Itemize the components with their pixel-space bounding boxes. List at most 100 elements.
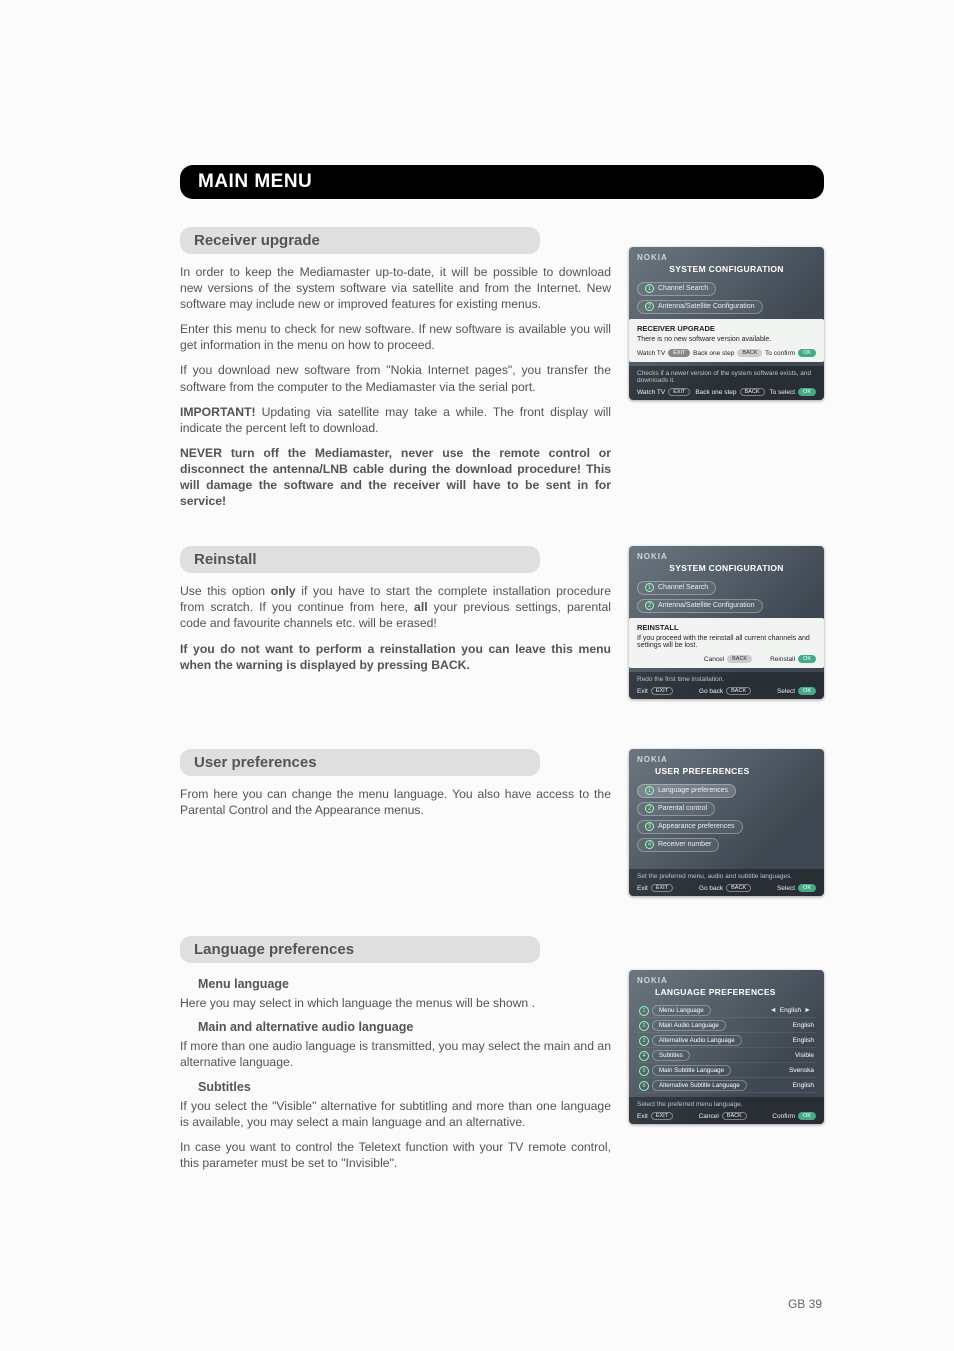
tv-menu-item-2b[interactable]: 2Antenna/Satellite Configuration xyxy=(637,599,763,613)
tv-btn-confirm[interactable]: To confirm OK xyxy=(765,349,816,357)
tv-foot-watch[interactable]: Watch TV EXIT xyxy=(637,388,690,396)
page-number: GB 39 xyxy=(788,1297,822,1311)
tv-title-sysconfig2: SYSTEM CONFIGURATION xyxy=(637,563,816,573)
col-left-reinstall: Reinstall Use this option only if you ha… xyxy=(180,546,611,681)
receiver-p4: IMPORTANT! Updating via satellite may ta… xyxy=(180,404,611,436)
arrow-right-icon[interactable]: ► xyxy=(801,1007,814,1014)
back-chip-icon: BACK xyxy=(740,388,765,396)
lang-row-4[interactable]: 4Subtitles Visible xyxy=(637,1048,816,1063)
audio-p: If more than one audio language is trans… xyxy=(180,1038,611,1070)
ok-chip-icon: OK xyxy=(798,388,816,396)
tv-up-item-2[interactable]: 2Parental control xyxy=(637,802,715,816)
tv-brand: NOKIA xyxy=(637,253,816,262)
tv-foot-select[interactable]: To select OK xyxy=(769,388,816,396)
tv-brand: NOKIA xyxy=(637,755,816,764)
tv-hint-userprefs: Set the preferred menu, audio and subtit… xyxy=(629,869,824,896)
lang-row-2[interactable]: 2Main Audio Language English xyxy=(637,1018,816,1033)
row-langprefs: Language preferences Menu language Here … xyxy=(180,936,824,1180)
tv-btn-back[interactable]: Back one step BACK xyxy=(693,349,762,357)
tv-foot-cancel-l[interactable]: Cancel BACK xyxy=(699,1112,747,1120)
exit-chip-icon: EXIT xyxy=(651,1112,673,1120)
receiver-p3: If you download new software from "Nokia… xyxy=(180,362,611,394)
ok-chip-icon: OK xyxy=(798,884,816,892)
tv-userprefs-list: 1Language preferences 2Parental control … xyxy=(637,782,816,853)
tv-foot-exit[interactable]: Exit EXIT xyxy=(637,687,673,695)
receiver-warning: NEVER turn off the Mediamaster, never us… xyxy=(180,445,611,509)
tv-up-item-4[interactable]: 4Receiver number xyxy=(637,838,719,852)
sub-menu-language: Menu language xyxy=(198,977,611,991)
ok-chip-icon: OK xyxy=(798,655,816,663)
tv-panel-reinstall: REINSTALL If you proceed with the reinst… xyxy=(629,618,824,668)
tv-panel-receiver: RECEIVER UPGRADE There is no new softwar… xyxy=(629,319,824,362)
reinstall-p1: Use this option only if you have to star… xyxy=(180,583,611,631)
userprefs-p1: From here you can change the menu langua… xyxy=(180,786,611,818)
tv-hint-langprefs: Select the preferred menu language. Exit… xyxy=(629,1097,824,1124)
lang-row-3[interactable]: 3Alternative Audio Language English xyxy=(637,1033,816,1048)
exit-chip-icon: EXIT xyxy=(668,349,690,357)
page-root: MAIN MENU Receiver upgrade In order to k… xyxy=(0,0,954,1351)
subtitles-p1: If you select the "Visible" alternative … xyxy=(180,1098,611,1130)
arrow-left-icon[interactable]: ◄ xyxy=(767,1007,780,1014)
exit-chip-icon: EXIT xyxy=(651,687,673,695)
row-userprefs: User preferences From here you can chang… xyxy=(180,749,824,918)
ok-chip-icon: OK xyxy=(798,349,816,357)
tv-reinstall: NOKIA SYSTEM CONFIGURATION 1Channel Sear… xyxy=(629,546,824,699)
tv-foot-exit-u[interactable]: Exit EXIT xyxy=(637,884,673,892)
exit-chip-icon: EXIT xyxy=(651,884,673,892)
sub-audio: Main and alternative audio language xyxy=(198,1020,611,1034)
back-chip-icon: BACK xyxy=(737,349,762,357)
back-chip-icon: BACK xyxy=(722,1112,747,1120)
tv-foot-goback-u[interactable]: Go back BACK xyxy=(699,884,751,892)
exit-chip-icon: EXIT xyxy=(668,388,690,396)
tv-btn-cancel[interactable]: Cancel BACK xyxy=(704,655,752,663)
lang-row-6[interactable]: 6Alternative Subtitle Language English xyxy=(637,1078,816,1093)
tv-footer-userprefs: Exit EXIT Go back BACK Select OK xyxy=(637,884,816,892)
ok-chip-icon: OK xyxy=(798,687,816,695)
lang-row-1[interactable]: 1Menu Language ◄English► xyxy=(637,1003,816,1018)
page-title: MAIN MENU xyxy=(198,171,312,192)
tv-langprefs-table: 1Menu Language ◄English► 2Main Audio Lan… xyxy=(637,1003,816,1093)
tv-menu-item-2[interactable]: 2Antenna/Satellite Configuration xyxy=(637,300,763,314)
tv-foot-exit-l[interactable]: Exit EXIT xyxy=(637,1112,673,1120)
tv-menu-item-1b[interactable]: 1Channel Search xyxy=(637,581,716,595)
col-right-reinstall: NOKIA SYSTEM CONFIGURATION 1Channel Sear… xyxy=(629,546,824,721)
tv-panel-reinstall-msg: If you proceed with the reinstall all cu… xyxy=(637,635,816,649)
tv-foot-goback[interactable]: Go back BACK xyxy=(699,687,751,695)
tv-hint-reinstall: Redo the first time installation. Exit E… xyxy=(629,672,824,699)
tv-foot-back[interactable]: Back one step BACK xyxy=(695,388,764,396)
tv-hint-receiver: Checks if a newer version of the system … xyxy=(629,366,824,400)
back-chip-icon: BACK xyxy=(726,884,751,892)
back-chip-icon: BACK xyxy=(727,655,752,663)
tv-footer-receiver: Watch TV EXIT Back one step BACK To sele… xyxy=(637,388,816,396)
col-left-userprefs: User preferences From here you can chang… xyxy=(180,749,611,827)
tv-title-userprefs: USER PREFERENCES xyxy=(655,766,816,776)
tv-up-item-3[interactable]: 3Appearance preferences xyxy=(637,820,743,834)
tv-foot-confirm-l[interactable]: Confirm OK xyxy=(772,1112,816,1120)
tv-footer-reinstall: Exit EXIT Go back BACK Select OK xyxy=(637,687,816,695)
tv-userprefs: NOKIA USER PREFERENCES 1Language prefere… xyxy=(629,749,824,896)
tv-foot-select-u[interactable]: Select OK xyxy=(777,884,816,892)
tv-menu-item-1[interactable]: 1Channel Search xyxy=(637,282,716,296)
lang-row-5[interactable]: 5Main Subtitle Language Svenska xyxy=(637,1063,816,1078)
tv-title-langprefs: LANGUAGE PREFERENCES xyxy=(655,987,816,997)
tv-btn-watch[interactable]: Watch TV EXIT xyxy=(637,349,690,357)
row-receiver-upgrade: Receiver upgrade In order to keep the Me… xyxy=(180,227,824,518)
sub-subtitles: Subtitles xyxy=(198,1080,611,1094)
col-right-langprefs: NOKIA LANGUAGE PREFERENCES 1Menu Languag… xyxy=(629,936,824,1146)
tv-panel-receiver-msg: There is no new software version availab… xyxy=(637,336,816,343)
tv-foot-select2[interactable]: Select OK xyxy=(777,687,816,695)
tv-menu-list2: 1Channel Search 2Antenna/Satellite Confi… xyxy=(637,579,816,614)
heading-langprefs: Language preferences xyxy=(180,936,540,963)
tv-panel-reinstall-head: REINSTALL xyxy=(637,623,816,632)
tv-panel-reinstall-btns: Cancel BACK Reinstall OK xyxy=(637,655,816,663)
tv-up-item-1[interactable]: 1Language preferences xyxy=(637,784,736,798)
col-right-userprefs: NOKIA USER PREFERENCES 1Language prefere… xyxy=(629,749,824,918)
tv-receiver-upgrade: NOKIA SYSTEM CONFIGURATION 1Channel Sear… xyxy=(629,247,824,400)
tv-brand: NOKIA xyxy=(637,552,816,561)
col-left-receiver: Receiver upgrade In order to keep the Me… xyxy=(180,227,611,518)
subtitles-p2: In case you want to control the Teletext… xyxy=(180,1139,611,1171)
tv-langprefs: NOKIA LANGUAGE PREFERENCES 1Menu Languag… xyxy=(629,970,824,1124)
ok-chip-icon: OK xyxy=(798,1112,816,1120)
heading-receiver-upgrade: Receiver upgrade xyxy=(180,227,540,254)
tv-btn-reinstall[interactable]: Reinstall OK xyxy=(770,655,816,663)
